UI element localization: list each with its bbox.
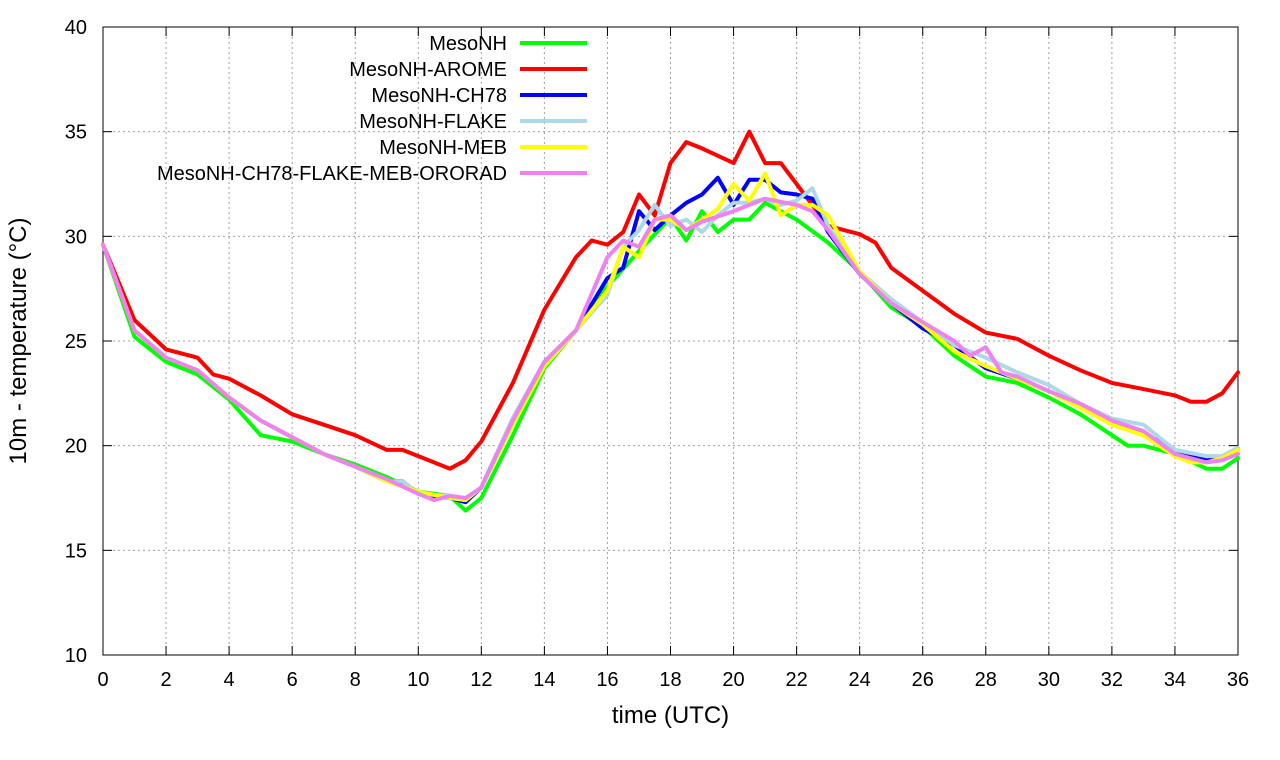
x-axis-label: time (UTC) [612,702,729,729]
legend-label: MesoNH-CH78 [371,85,507,107]
y-tick-label: 20 [65,436,87,458]
x-tick-label: 28 [975,669,997,691]
x-tick-label: 8 [350,669,361,691]
y-tick-label: 15 [65,540,87,562]
legend-label: MesoNH-MEB [379,137,507,159]
x-tick-label: 22 [785,669,807,691]
legend: MesoNH MesoNH-AROME MesoNH-CH78 MesoNH-FLAK… [157,33,587,185]
y-tick-label: 35 [65,122,87,144]
legend-label: MesoNH-AROME [349,59,507,81]
x-tick-label: 30 [1038,669,1060,691]
x-tick-label: 4 [224,669,235,691]
y-tick-label: 25 [65,331,87,353]
y-tick-label: 40 [65,17,87,39]
x-tick-label: 18 [659,669,681,691]
x-tick-label: 16 [596,669,618,691]
x-tick-label: 26 [912,669,934,691]
grid-lines [103,27,1238,655]
y-axis-label: 10m - temperature (°C) [5,218,32,465]
series-lines [101,129,1240,513]
x-tick-label: 32 [1101,669,1123,691]
legend-label: MesoNH-FLAKE [359,111,507,133]
x-tick-label: 20 [722,669,744,691]
x-tick-label: 6 [287,669,298,691]
legend-label: MesoNH [429,33,507,55]
series-line-6 [101,196,1240,503]
axes: 0 2 4 6 8 10 12 14 16 18 20 22 24 26 28 30 32 34 361015202… [65,17,1249,691]
x-tick-label: 0 [97,669,108,691]
x-tick-label: 24 [849,669,871,691]
x-tick-label: 14 [533,669,555,691]
x-tick-label: 36 [1227,669,1249,691]
legend-label: MesoNH-CH78-FLAKE-MEB-ORORAD [157,163,507,185]
x-tick-label: 2 [160,669,171,691]
y-tick-label: 10 [65,645,87,667]
y-tick-label: 30 [65,226,87,248]
x-tick-label: 12 [470,669,492,691]
x-tick-label: 10 [407,669,429,691]
series-line-2 [101,129,1240,471]
x-tick-label: 34 [1164,669,1186,691]
